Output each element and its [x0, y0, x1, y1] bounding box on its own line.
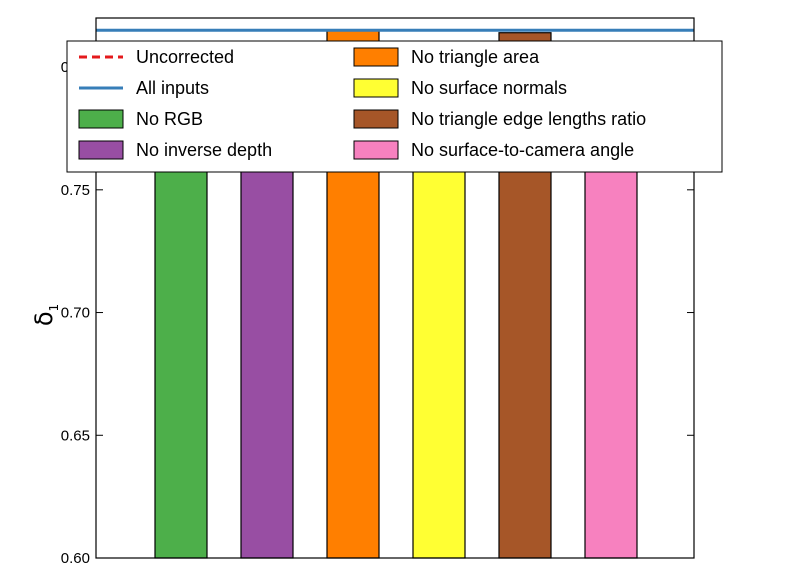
- legend-label-no-surface-to-camera-angle: No surface-to-camera angle: [411, 140, 634, 160]
- y-tick-label: 0.65: [61, 427, 90, 444]
- y-tick-label: 0.60: [61, 550, 90, 567]
- legend-handle-no-surface-normals: [353, 78, 399, 98]
- bar-no-inverse-depth: [240, 152, 294, 559]
- y-tick-label: 0.70: [61, 305, 90, 322]
- legend-handle-no-surface-to-camera-angle: [353, 140, 399, 160]
- legend-label-no-inverse-depth: No inverse depth: [136, 140, 272, 160]
- legend-label-no-triangle-edge-lengths-ratio: No triangle edge lengths ratio: [411, 109, 646, 129]
- legend-label-no-triangle-area: No triangle area: [411, 47, 540, 67]
- legend-handle-no-inverse-depth: [78, 140, 124, 160]
- legend-label-no-rgb: No RGB: [136, 109, 203, 129]
- legend-handle-no-triangle-area: [353, 47, 399, 67]
- y-axis-label: δ1: [30, 304, 61, 326]
- legend-label-no-surface-normals: No surface normals: [411, 78, 567, 98]
- legend-label-uncorrected: Uncorrected: [136, 47, 234, 67]
- plot-frame: [95, 17, 695, 559]
- y-tick-label: 0.75: [61, 182, 90, 199]
- legend-handle-no-triangle-edge-lengths-ratio: [353, 109, 399, 129]
- y-axis-label-main: δ: [30, 311, 58, 326]
- y-axis-label-subscript: 1: [47, 304, 61, 312]
- legend: Uncorrected All inputs No RGB No inverse de…: [66, 40, 723, 173]
- legend-handle-no-rgb: [78, 109, 124, 129]
- legend-label-all-inputs: All inputs: [136, 78, 209, 98]
